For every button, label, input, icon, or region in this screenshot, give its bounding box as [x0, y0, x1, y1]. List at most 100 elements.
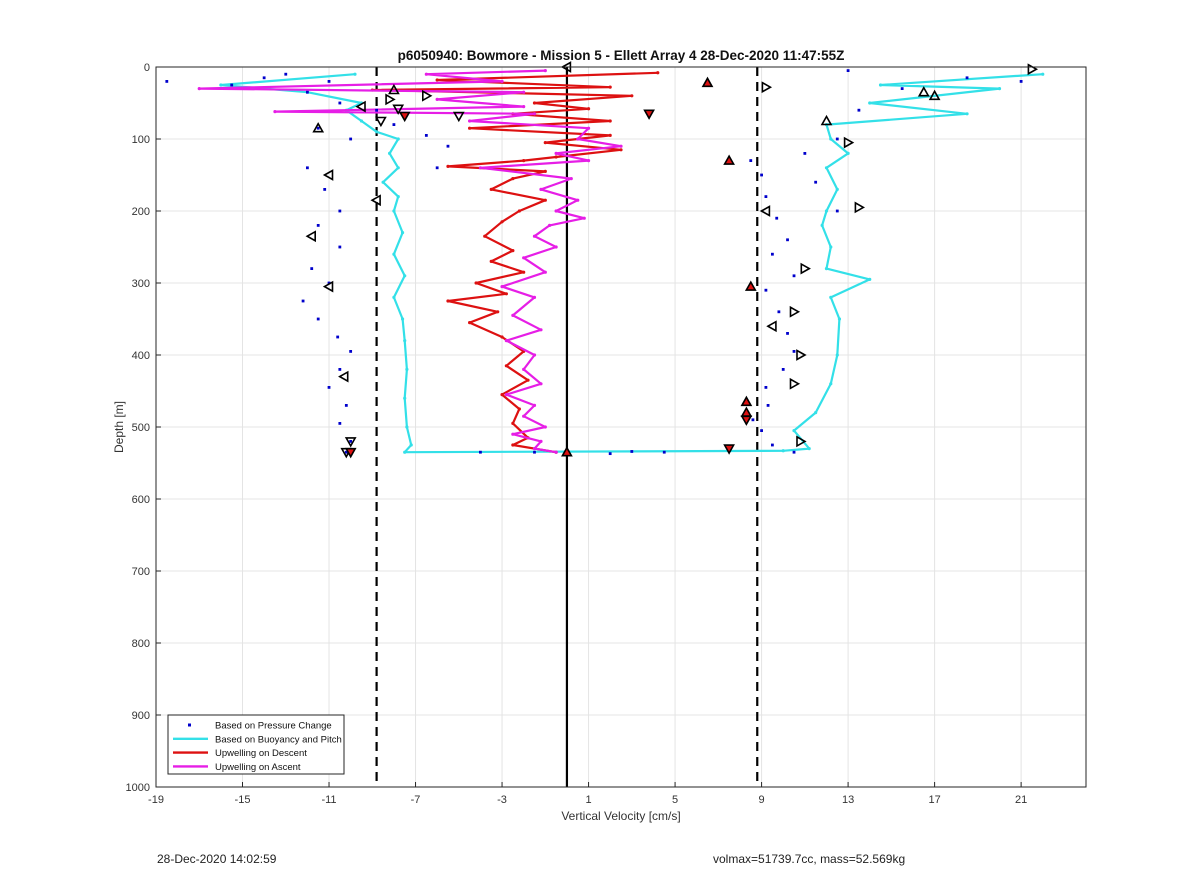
tick-labels: -19 -15 -11 -7 -3 1 5 9 13 17 21 0 100 200 300 400 500 60… — [126, 62, 1028, 806]
based-on-buoyancy-and-pitch-point — [353, 72, 357, 76]
upwelling-on-descent-point — [543, 198, 547, 202]
upwelling-on-ascent-line — [198, 69, 623, 454]
based-on-pressure-change-point — [327, 386, 331, 389]
based-on-buoyancy-and-pitch-point — [392, 209, 396, 213]
based-on-pressure-change-point — [310, 267, 314, 270]
upwelling-on-ascent-point — [522, 367, 526, 371]
x-tick-label: 21 — [1015, 794, 1027, 806]
triangle-left-marker — [338, 370, 349, 383]
triangle-left-marker — [355, 100, 366, 113]
y-tick-label: 500 — [132, 422, 150, 434]
based-on-pressure-change-point — [770, 443, 774, 447]
based-on-buoyancy-and-pitch-point — [829, 295, 833, 299]
upwelling-on-ascent-point — [548, 223, 552, 227]
y-tick-label: 100 — [132, 134, 150, 146]
based-on-pressure-change-point — [165, 80, 169, 83]
upwelling-on-ascent-point — [539, 439, 543, 443]
upwelling-on-descent-point — [630, 94, 634, 98]
based-on-buoyancy-and-pitch-point — [400, 317, 405, 321]
marker-layer — [305, 61, 1039, 459]
chart-title: p6050940: Bowmore - Mission 5 - Ellett A… — [398, 48, 845, 63]
upwelling-on-ascent-point — [543, 270, 547, 274]
based-on-pressure-change-point — [835, 137, 839, 141]
legend-box — [167, 714, 345, 775]
upwelling-on-descent-point — [511, 443, 515, 447]
based-on-buoyancy-and-pitch-point — [820, 223, 824, 227]
based-on-buoyancy-and-pitch-point — [835, 187, 839, 191]
triangle-right-marker — [421, 89, 433, 102]
triangle-left-marker — [759, 205, 771, 217]
based-on-pressure-change-point — [786, 332, 789, 335]
upwelling-on-ascent-point — [532, 295, 537, 299]
x-tick-label: 9 — [759, 794, 765, 806]
upwelling-on-descent-point — [435, 78, 439, 82]
x-tick-label: -3 — [497, 794, 507, 806]
upwelling-on-descent-point — [511, 421, 515, 425]
triangle-down-marker — [452, 111, 465, 123]
based-on-buoyancy-and-pitch-point — [824, 267, 829, 271]
upwelling-on-ascent-point — [539, 187, 543, 191]
based-on-pressure-change-point — [349, 440, 353, 443]
upwelling-on-descent-point — [468, 126, 472, 130]
based-on-pressure-change-point — [751, 418, 755, 422]
upwelling-on-descent-point — [619, 148, 623, 152]
based-on-pressure-change-point — [338, 422, 342, 425]
based-on-pressure-change-point — [424, 134, 428, 137]
upwelling-on-ascent-point — [619, 144, 623, 148]
based-on-buoyancy-and-pitch-point — [405, 425, 409, 429]
based-on-pressure-change-point — [349, 350, 353, 353]
upwelling-on-descent-point — [554, 155, 558, 159]
legend-label: Based on Pressure Change — [215, 721, 332, 732]
triangle-right-marker — [385, 93, 396, 106]
triangle-up-marker — [928, 89, 941, 101]
upwelling-on-descent-point — [489, 187, 493, 191]
upwelling-on-descent-point — [500, 393, 504, 397]
upwelling-on-ascent-point — [543, 425, 547, 429]
upwelling-on-descent-point — [489, 259, 493, 263]
based-on-buoyancy-and-pitch-point — [392, 252, 396, 256]
triangle-up-marker — [312, 122, 325, 133]
upwelling-on-descent-point — [526, 378, 530, 382]
upwelling-on-descent-point — [532, 101, 537, 105]
triangle-down-marker — [723, 444, 735, 455]
based-on-pressure-change-point — [965, 76, 969, 80]
based-on-buoyancy-and-pitch-point — [403, 450, 407, 454]
upwelling-on-descent-point — [496, 310, 500, 314]
based-on-pressure-change-point — [375, 108, 379, 112]
based-on-buoyancy-and-pitch-point — [965, 112, 969, 116]
based-on-pressure-change-point — [781, 368, 785, 371]
based-on-pressure-change-point — [284, 72, 288, 76]
based-on-pressure-change-point — [803, 152, 807, 155]
upwelling-on-ascent-point — [504, 393, 508, 397]
based-on-pressure-change-point — [349, 137, 353, 141]
based-on-buoyancy-and-pitch-point — [829, 245, 833, 249]
upwelling-on-ascent-point — [532, 112, 537, 116]
y-tick-label: 700 — [132, 566, 150, 578]
upwelling-on-descent-point — [522, 270, 526, 274]
legend-label: Upwelling on Descent — [215, 748, 307, 759]
based-on-pressure-change-point — [305, 90, 309, 94]
triangle-down-marker — [344, 447, 357, 459]
upwelling-on-descent-point — [504, 364, 508, 368]
upwelling-on-ascent-point — [532, 353, 537, 357]
upwelling-on-descent-point — [517, 209, 521, 213]
triangle-up-marker — [723, 154, 735, 165]
upwelling-on-descent-point — [586, 107, 591, 111]
based-on-pressure-change-point — [344, 450, 348, 454]
triangle-down-marker — [740, 415, 753, 426]
based-on-pressure-change-point — [338, 101, 342, 105]
based-on-buoyancy-and-pitch-point — [396, 195, 400, 199]
based-on-pressure-change-point — [900, 87, 904, 90]
triangle-left-marker — [322, 169, 334, 181]
upwelling-on-ascent-point — [586, 159, 591, 163]
upwelling-on-descent-point — [511, 249, 515, 253]
based-on-buoyancy-and-pitch-point — [807, 447, 811, 451]
upwelling-on-descent-point — [500, 220, 504, 224]
upwelling-on-ascent-point — [554, 151, 558, 155]
based-on-buoyancy-and-pitch-point — [405, 367, 409, 371]
triangle-down-marker — [375, 116, 387, 128]
based-on-buoyancy-and-pitch-point — [792, 429, 796, 433]
triangle-right-marker — [796, 435, 807, 448]
upwelling-on-descent-point — [608, 119, 612, 123]
triangle-down-marker — [398, 111, 411, 123]
